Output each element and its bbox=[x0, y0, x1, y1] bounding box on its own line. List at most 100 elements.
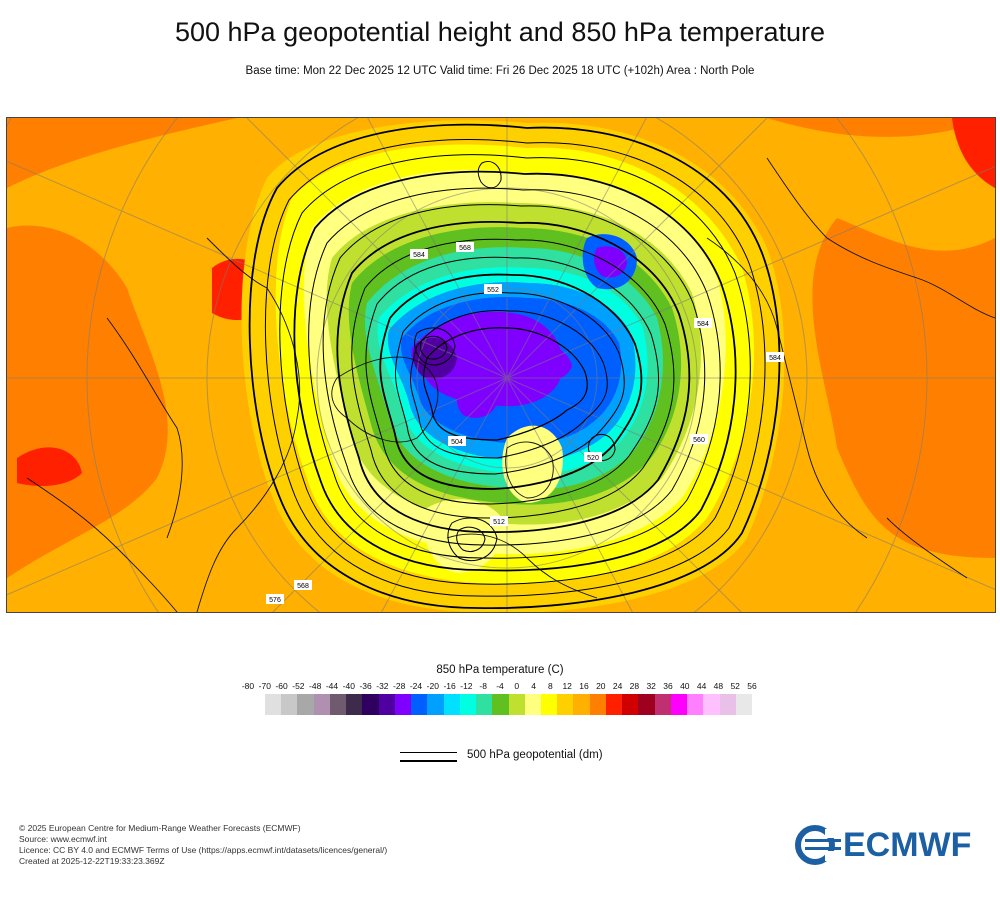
contour-label-bg bbox=[690, 434, 708, 444]
colorbar-tick-label: -70 bbox=[258, 681, 271, 691]
footer-copyright: © 2025 European Centre for Medium-Range … bbox=[19, 823, 301, 833]
colorbar-tick-label: -36 bbox=[359, 681, 372, 691]
colorbar-tick-label: -32 bbox=[376, 681, 389, 691]
geopotential-legend-thin-line bbox=[400, 752, 457, 753]
colorbar-swatch bbox=[443, 694, 460, 715]
contour-label-text: 552 bbox=[487, 287, 499, 294]
colorbar-swatch bbox=[622, 694, 639, 715]
colorbar-tick-label: 16 bbox=[579, 681, 589, 691]
contour-label-text: 512 bbox=[493, 519, 505, 526]
colorbar-tick-label: -8 bbox=[479, 681, 487, 691]
colorbar-tick-label: -24 bbox=[409, 681, 423, 691]
contour-label-bg bbox=[410, 249, 428, 259]
contour-label: 584 bbox=[694, 318, 712, 328]
footer-licence: Licence: CC BY 4.0 and ECMWF Terms of Us… bbox=[19, 845, 388, 855]
contour-label: 512 bbox=[490, 516, 508, 526]
contour-label-text: 576 bbox=[269, 597, 281, 604]
colorbar-swatch bbox=[703, 694, 720, 715]
cold-core-south bbox=[456, 384, 497, 418]
temp-band-m32 bbox=[411, 311, 563, 407]
colorbar-tick-label: 20 bbox=[596, 681, 606, 691]
contour-label-text: 520 bbox=[587, 455, 599, 462]
colorbar-swatch bbox=[492, 694, 509, 715]
geopotential-legend-label: 500 hPa geopotential (dm) bbox=[467, 749, 603, 761]
contour-label-text: 584 bbox=[697, 321, 709, 328]
colorbar-tick-label: 56 bbox=[747, 681, 757, 691]
colorbar-tick-label: -20 bbox=[426, 681, 439, 691]
colorbar-tick-label: -4 bbox=[496, 681, 504, 691]
contour-label: 584 bbox=[766, 352, 784, 362]
cold-core-west bbox=[412, 338, 457, 379]
contour-label: 504 bbox=[448, 436, 466, 446]
contour-label-text: 568 bbox=[459, 245, 471, 252]
contour-label-bg bbox=[484, 284, 502, 294]
contour-label: 584 bbox=[410, 249, 428, 259]
contour-label-bg bbox=[456, 242, 474, 252]
colorbar-swatch bbox=[459, 694, 477, 715]
contour-label-bg bbox=[694, 318, 712, 328]
colorbar-swatch bbox=[719, 694, 736, 715]
ecmwf-logo: ECMWF bbox=[795, 825, 985, 865]
footer-credits: © 2025 European Centre for Medium-Range … bbox=[19, 823, 387, 867]
colorbar-tick-label: -16 bbox=[443, 681, 456, 691]
colorbar-tick-label: -12 bbox=[460, 681, 473, 691]
colorbar-swatch bbox=[654, 694, 671, 715]
colorbar-swatch bbox=[735, 694, 753, 715]
colorbar-tick-label: 40 bbox=[680, 681, 690, 691]
colorbar-swatch bbox=[346, 694, 363, 715]
temperature-colorbar bbox=[265, 694, 753, 715]
colorbar-swatch bbox=[297, 694, 314, 715]
colorbar-tick-label: 12 bbox=[562, 681, 572, 691]
colorbar-tick-label: 48 bbox=[713, 681, 724, 691]
ecmwf-logo-text: ECMWF bbox=[843, 826, 972, 864]
colorbar-swatch bbox=[670, 694, 688, 715]
colorbar-swatch bbox=[589, 694, 606, 715]
colorbar-tick-label: 28 bbox=[629, 681, 640, 691]
hot-spot-northeast bbox=[952, 118, 995, 188]
chart-subtitle: Base time: Mon 22 Dec 2025 12 UTC Valid … bbox=[245, 65, 755, 77]
contour-label-bg bbox=[766, 352, 784, 362]
contour-labels: 5845685525845845605205045125685765605525… bbox=[266, 242, 784, 604]
chart-title: 500 hPa geopotential height and 850 hPa … bbox=[174, 17, 825, 47]
contour-label-text: 584 bbox=[769, 355, 781, 362]
colorbar-swatch bbox=[411, 694, 428, 715]
footer-created: Created at 2025-12-22T19:33:23.369Z bbox=[19, 856, 165, 866]
ecmwf-logo-icon bbox=[795, 825, 841, 865]
contour-label-text: 584 bbox=[413, 252, 425, 259]
colorbar-swatch bbox=[638, 694, 655, 715]
colorbar-tick-label: 8 bbox=[548, 681, 553, 691]
hot-spot-southwest bbox=[17, 447, 82, 486]
colorbar-tick-label: 0 bbox=[514, 681, 520, 691]
temperature-legend-title: 850 hPa temperature (C) bbox=[436, 664, 564, 676]
colorbar-tick-label: 4 bbox=[531, 681, 536, 691]
polar-map: 5845685525845845605205045125685765605525… bbox=[6, 117, 996, 613]
contour-label: 560 bbox=[690, 434, 708, 444]
colorbar-swatch bbox=[524, 694, 541, 715]
colorbar-swatch bbox=[378, 694, 395, 715]
colorbar-tick-label: -28 bbox=[393, 681, 406, 691]
colorbar-swatch bbox=[476, 694, 493, 715]
contour-label: 568 bbox=[456, 242, 474, 252]
colorbar-swatch bbox=[313, 694, 330, 715]
contour-label-bg bbox=[490, 516, 508, 526]
colorbar-swatch bbox=[508, 694, 525, 715]
colorbar-tick-label: 44 bbox=[696, 681, 707, 691]
contour-label: 568 bbox=[294, 580, 312, 590]
colorbar-swatch bbox=[281, 694, 298, 715]
contour-label-text: 568 bbox=[297, 583, 309, 590]
colorbar-swatch bbox=[362, 694, 379, 715]
colorbar-tick-label: -48 bbox=[309, 681, 322, 691]
temperature-tick-labels: -80 -70 -60 -52 -48 -44 -40 -36 -32 -28 -24 -20 -16-… bbox=[0, 681, 1000, 693]
contour-label-bg bbox=[294, 580, 312, 590]
contour-label-bg bbox=[584, 452, 602, 462]
colorbar-tick-label: 32 bbox=[646, 681, 656, 691]
colorbar-tick-label: -44 bbox=[325, 681, 339, 691]
colorbar-swatch bbox=[687, 694, 704, 715]
contour-label-text: 560 bbox=[693, 437, 705, 444]
colorbar-swatch bbox=[427, 694, 444, 715]
colorbar-swatch bbox=[540, 694, 558, 715]
footer-source: Source: www.ecmwf.int bbox=[19, 834, 107, 844]
colorbar-swatch bbox=[573, 694, 590, 715]
map-canvas: 5845685525845845605205045125685765605525… bbox=[7, 118, 995, 612]
colorbar-tick-label: -52 bbox=[292, 681, 305, 691]
